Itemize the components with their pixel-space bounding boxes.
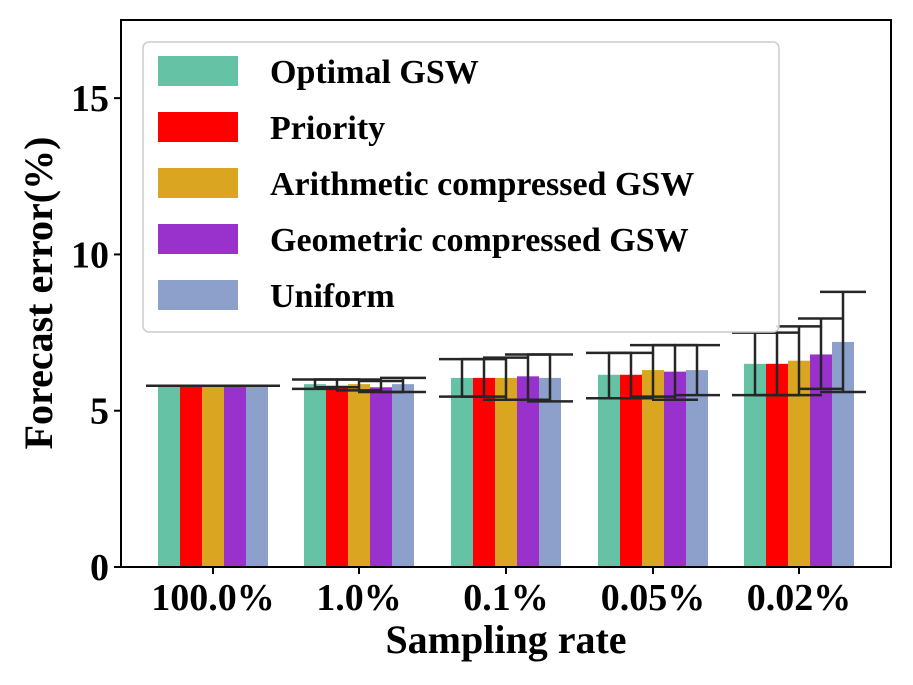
legend-label: Priority: [270, 110, 385, 147]
bar-optimal-gsw-0: [158, 385, 180, 567]
y-axis-title: Forecast error(%): [16, 137, 61, 450]
bar-optimal-gsw-2: [451, 377, 473, 567]
bar-priority-0: [180, 385, 202, 567]
bar-priority-1: [326, 385, 348, 567]
bar-arithmetic-compressed-gsw-0: [202, 385, 224, 567]
legend-swatch: [158, 56, 238, 86]
error-bar-uniform-4: [820, 290, 866, 394]
bars-layer: [158, 341, 854, 567]
bar-uniform-4: [832, 341, 854, 567]
bar-arithmetic-compressed-gsw-3: [642, 370, 664, 567]
error-bar-priority-3: [608, 351, 654, 400]
bar-optimal-gsw-1: [304, 384, 326, 567]
bar-geometric-compressed-gsw-4: [810, 354, 832, 567]
error-bar-uniform-3: [674, 343, 720, 397]
bar-uniform-2: [539, 377, 561, 567]
legend-item: Arithmetic compressed GSW: [158, 166, 694, 203]
legend-swatch: [158, 168, 238, 198]
error-bars-layer: [146, 290, 866, 403]
bar-arithmetic-compressed-gsw-1: [348, 384, 370, 567]
error-bar-arithmetic-compressed-gsw-4: [776, 325, 822, 397]
bar-geometric-compressed-gsw-1: [370, 387, 392, 567]
legend: Optimal GSW Priority Arithmetic compressed…: [142, 41, 780, 333]
legend-label: Uniform: [270, 278, 395, 315]
bar-uniform-0: [246, 385, 268, 567]
bar-priority-2: [473, 377, 495, 567]
error-bar-geometric-compressed-gsw-4: [798, 317, 844, 391]
bar-uniform-3: [686, 370, 708, 567]
x-tick-label: 0.1%: [463, 577, 549, 619]
bar-uniform-1: [392, 384, 414, 567]
legend-label: Arithmetic compressed GSW: [270, 166, 694, 203]
legend-label: Geometric compressed GSW: [270, 222, 689, 259]
bar-optimal-gsw-3: [598, 374, 620, 567]
x-axis: 100.0% 1.0% 0.1% 0.05% 0.02%: [151, 567, 851, 619]
legend-item: Geometric compressed GSW: [158, 222, 689, 259]
y-tick-label: 5: [90, 391, 109, 433]
legend-label: Optimal GSW: [270, 54, 479, 91]
legend-swatch: [158, 224, 238, 254]
error-bar-uniform-1: [380, 376, 426, 394]
legend-item: Uniform: [158, 278, 395, 315]
y-tick-label: 0: [90, 547, 109, 589]
x-tick-label: 0.02%: [747, 577, 852, 619]
bar-priority-4: [766, 363, 788, 567]
bar-geometric-compressed-gsw-2: [517, 376, 539, 567]
x-tick-label: 1.0%: [316, 577, 402, 619]
bar-arithmetic-compressed-gsw-4: [788, 360, 810, 567]
legend-item: Optimal GSW: [158, 54, 479, 91]
error-bar-priority-2: [461, 357, 507, 398]
y-tick-label: 10: [71, 234, 109, 276]
y-axis: 0 5 10 15: [71, 78, 121, 589]
legend-frame: [142, 41, 780, 333]
bar-geometric-compressed-gsw-3: [664, 371, 686, 567]
x-tick-label: 100.0%: [151, 577, 275, 619]
legend-swatch: [158, 280, 238, 310]
bar-optimal-gsw-4: [744, 363, 766, 567]
legend-swatch: [158, 112, 238, 142]
legend-item: Priority: [158, 110, 385, 147]
bar-arithmetic-compressed-gsw-2: [495, 377, 517, 567]
bar-priority-3: [620, 374, 642, 567]
y-tick-label: 15: [71, 78, 109, 120]
x-axis-title: Sampling rate: [385, 617, 626, 662]
error-bar-uniform-2: [527, 353, 573, 403]
x-tick-label: 0.05%: [601, 577, 706, 619]
bar-geometric-compressed-gsw-0: [224, 385, 246, 567]
